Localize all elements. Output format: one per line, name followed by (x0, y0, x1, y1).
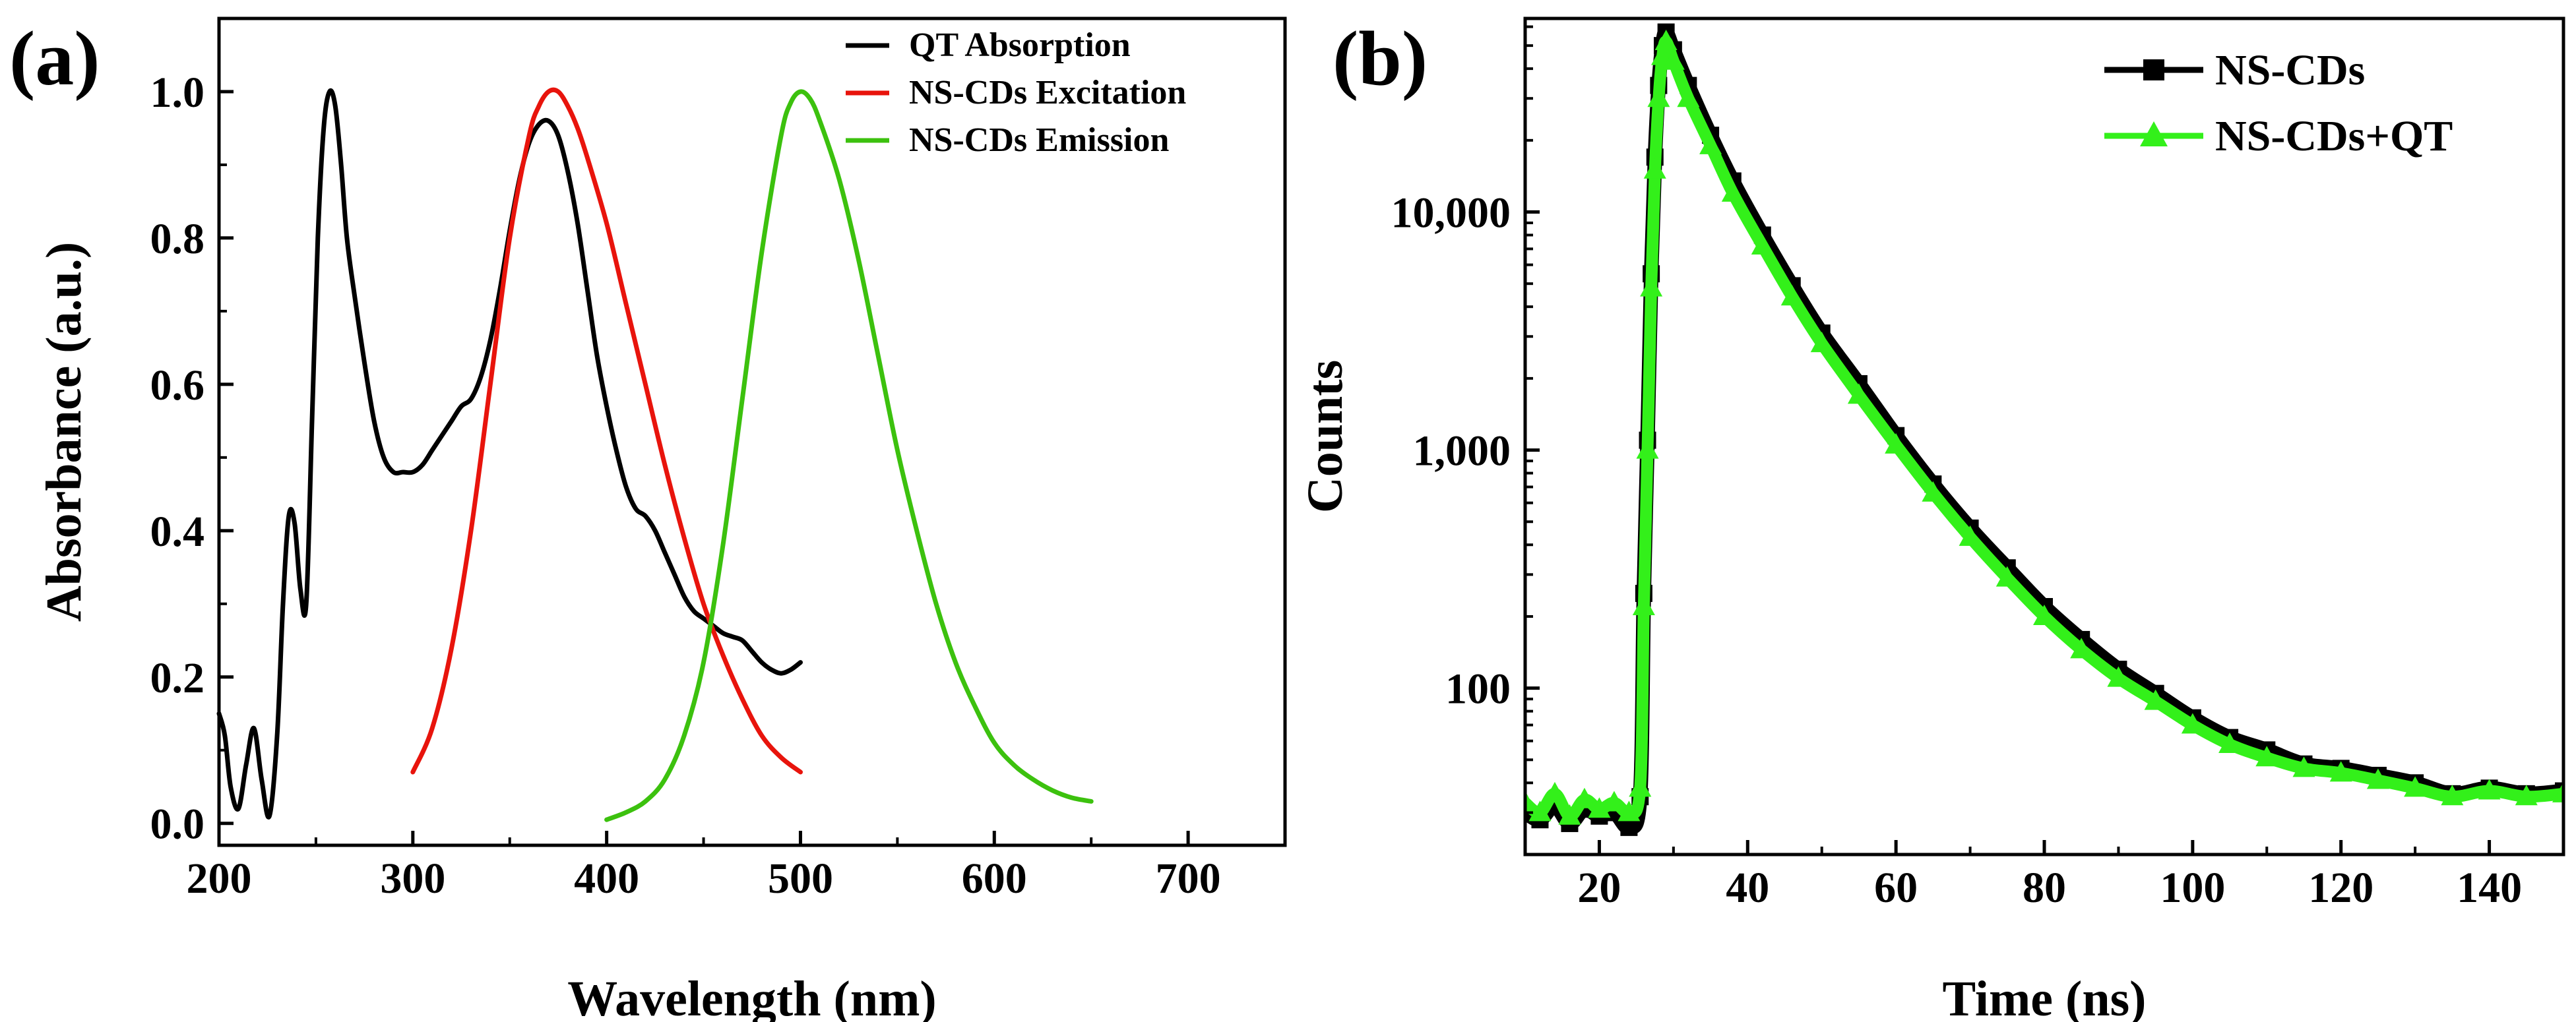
data-point-triangle (2144, 689, 2167, 710)
data-point-square (1620, 818, 1638, 836)
x-tick-label: 80 (2023, 864, 2066, 912)
legend-label: NS-CDs Emission (909, 121, 1169, 159)
data-point-triangle (1528, 800, 1552, 822)
data-point-triangle (2515, 785, 2538, 806)
y-axis-title: Absorbance (a.u.) (36, 242, 92, 622)
data-point-triangle (1558, 804, 1581, 825)
data-point-triangle (2033, 604, 2056, 625)
data-point-triangle (2478, 779, 2501, 800)
data-point-triangle (2181, 713, 2204, 734)
data-point-triangle (1618, 800, 1641, 822)
data-point-triangle (1662, 49, 1685, 70)
series-line-ns-cds-excitation (410, 87, 803, 775)
y-tick-label: 0.6 (150, 361, 205, 409)
data-point-triangle (1632, 594, 1655, 615)
data-point-triangle (1602, 791, 1625, 812)
data-point-triangle (1525, 791, 1536, 812)
data-point-triangle (1780, 285, 1804, 306)
data-point-triangle (1885, 433, 1908, 454)
legend-label: NS-CDs Excitation (909, 74, 1186, 111)
data-point-triangle (1629, 776, 1652, 797)
data-point-triangle (2070, 638, 2093, 659)
panel-b-plot-area (1525, 23, 2563, 836)
data-point-triangle (1810, 332, 1833, 353)
y-tick-label: 1,000 (1413, 427, 1511, 475)
series-line-qt-absorption (216, 88, 803, 820)
x-tick-label: 100 (2160, 864, 2225, 912)
legend-swatch-triangle (2140, 121, 2168, 146)
data-point-triangle (1751, 234, 1774, 255)
data-point-triangle (2107, 666, 2130, 687)
x-tick-label: 140 (2457, 864, 2522, 912)
data-point-triangle (1643, 158, 1666, 179)
x-tick-label: 700 (1156, 855, 1221, 903)
y-tick-label: 0.0 (150, 800, 205, 849)
data-point-triangle (1699, 133, 1722, 154)
data-point-triangle (2218, 733, 2242, 754)
data-point-triangle (1922, 481, 1945, 502)
data-point-triangle (2552, 781, 2563, 802)
x-tick-label: 500 (768, 855, 833, 903)
series-line-ns-cds-emission (604, 89, 1094, 822)
y-tick-label: 100 (1445, 665, 1511, 713)
data-point-triangle (1721, 181, 1744, 202)
data-point-triangle (1636, 438, 1659, 459)
data-point-triangle (1543, 781, 1566, 802)
x-tick-label: 40 (1726, 864, 1769, 912)
data-point-triangle (1647, 86, 1670, 107)
data-point-triangle (2255, 746, 2278, 767)
data-point-triangle (1573, 787, 1596, 808)
y-tick-label: 0.4 (150, 508, 205, 556)
x-axis-title: Wavelength (nm) (567, 971, 936, 1022)
x-tick-label: 60 (1874, 864, 1918, 912)
panel-a-label: (a) (9, 15, 100, 102)
legend-swatch-square (2143, 59, 2164, 80)
data-point-triangle (2366, 768, 2389, 789)
data-point-triangle (1640, 276, 1663, 297)
x-tick-label: 200 (187, 855, 252, 903)
data-point-triangle (1677, 86, 1700, 107)
x-tick-label: 600 (962, 855, 1027, 903)
legend-label: NS-CDs+QT (2215, 112, 2453, 160)
y-tick-label: 0.8 (150, 215, 205, 263)
y-tick-label: 10,000 (1391, 189, 1511, 237)
data-point-triangle (2292, 756, 2315, 777)
data-point-triangle (1588, 797, 1611, 818)
x-tick-label: 120 (2308, 864, 2373, 912)
x-axis-title: Time (ns) (1943, 971, 2147, 1022)
y-axis-title: Counts (1298, 360, 1353, 513)
panel-b-label: (b) (1333, 15, 1428, 102)
y-tick-label: 0.2 (150, 654, 205, 702)
panel-a-chart: (a) 200 300 400 500 600 700 0.0 0.2 0.4 0.6 0.8 1.0 W… (9, 15, 1287, 1022)
x-tick-label: 20 (1577, 864, 1621, 912)
x-tick-label: 300 (380, 855, 445, 903)
data-point-triangle (2441, 785, 2464, 806)
legend-label: QT Absorption (909, 26, 1131, 64)
legend-label: NS-CDs (2215, 46, 2365, 94)
data-point-triangle (1654, 29, 1678, 50)
panel-b-chart: (b) 20 40 60 80 100 120 140 100 1,000 10,000 Time (… (1298, 15, 2565, 1022)
data-point-triangle (1847, 383, 1870, 404)
data-point-triangle (1959, 525, 1982, 546)
data-point-triangle (2329, 761, 2352, 782)
data-point-triangle (2404, 776, 2427, 797)
y-tick-label: 1.0 (150, 69, 205, 117)
data-point-triangle (1995, 566, 2019, 587)
panel-a-plot-frame (217, 16, 1287, 847)
x-tick-label: 400 (574, 855, 639, 903)
